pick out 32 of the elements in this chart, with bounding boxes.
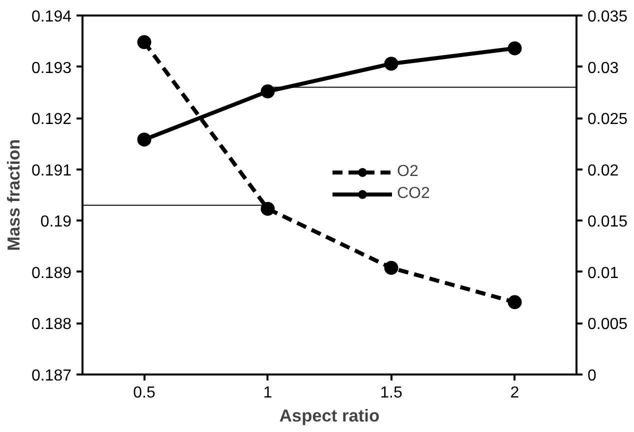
point [260,202,275,216]
point [384,56,398,71]
y-tick-label: 0.191 [31,162,72,180]
y2-tick-label: 0.01 [588,264,619,282]
point [508,41,522,56]
point [384,260,398,275]
y-tick-label: 0.19 [40,214,72,231]
point [260,84,275,98]
y2-tick-label: 0.025 [588,111,628,128]
y2-tick-label: 0 [588,368,596,384]
point [137,132,152,147]
y-tick-label: 0.187 [31,368,72,384]
x-tick-label: 0.5 [133,384,156,402]
y-tick-label: 0.194 [31,8,72,26]
y-tick-label: 0.192 [31,111,72,128]
y-axis-title: Mass fraction [3,139,24,251]
legend-label: O2 [397,163,418,181]
x-tick-label: 1.5 [380,384,402,402]
point [137,35,152,50]
legend-label: CO2 [397,185,430,203]
y2-tick-label: 0.035 [588,8,628,26]
point [508,295,522,310]
x-axis-title: Aspect ratio [279,406,380,426]
y-tick-label: 0.188 [31,316,72,334]
y-tick-label: 0.193 [31,60,72,77]
y2-tick-label: 0.03 [588,60,619,77]
y2-tick-label: 0.02 [588,162,619,180]
y2-tick-label: 0.015 [588,214,628,231]
y2-tick-label: 0.005 [588,316,628,334]
x-tick-label: 1 [263,384,272,402]
x-tick-label: 2 [510,384,520,402]
y-tick-label: 0.189 [31,264,72,282]
